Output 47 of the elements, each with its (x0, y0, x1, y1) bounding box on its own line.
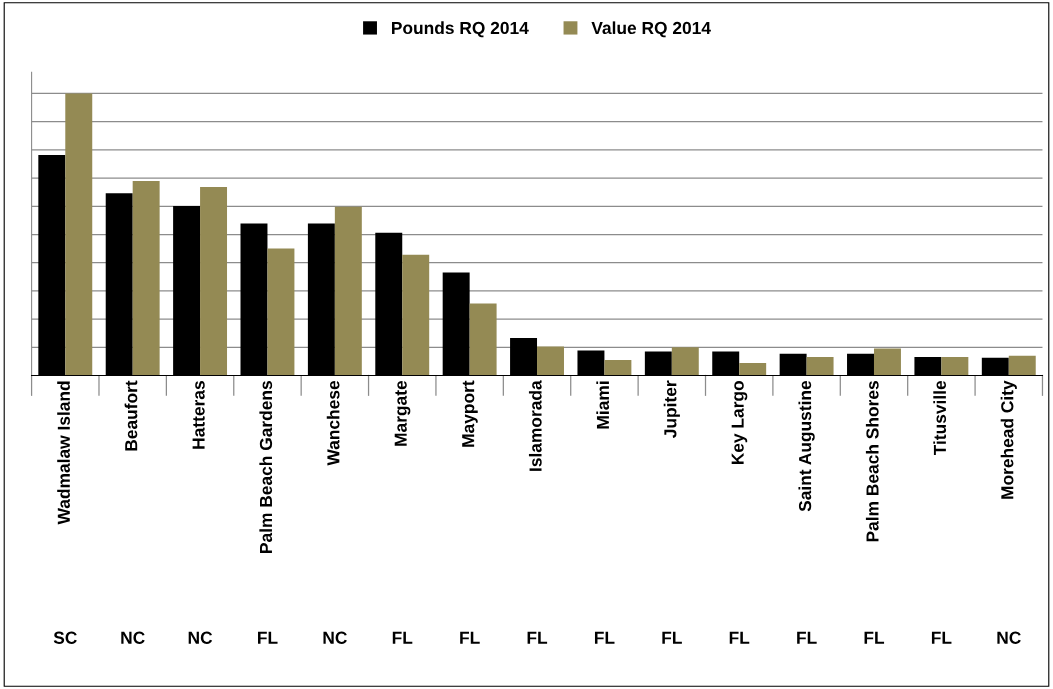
text: NC (188, 631, 213, 644)
text: SC (53, 631, 77, 644)
text: FL (864, 631, 885, 644)
bar (537, 346, 564, 376)
bar (739, 363, 767, 376)
x-tick-label: Titusville (933, 380, 947, 456)
x-tick-label: Hatteras (192, 381, 205, 449)
text: FL (258, 631, 278, 644)
text: NC (997, 631, 1021, 644)
bar (806, 356, 834, 376)
x-tick-label: Morehead City (1000, 380, 1017, 499)
text: FL (392, 631, 413, 644)
x-tick-label: Wanchese (326, 380, 340, 466)
x-tick-label: Palm Beach Gardens (259, 381, 273, 553)
text: FL (460, 631, 480, 644)
text: NC (121, 631, 145, 644)
x-tick-label: Mayport (462, 380, 478, 447)
text: FL (662, 631, 682, 644)
x-tick-label: Islamorada (528, 380, 542, 471)
text: FL (594, 631, 615, 644)
bar (334, 206, 362, 376)
bar (402, 254, 430, 376)
text: FL (931, 631, 952, 644)
text: FL (527, 631, 548, 644)
bar (132, 180, 160, 376)
legend-label: Value RQ 2014 (591, 21, 711, 38)
x-tick-label: Saint Augustine (798, 380, 815, 512)
bar (941, 356, 969, 376)
text: FL (729, 631, 750, 644)
x-tick-label: Jupiter (663, 380, 680, 438)
bar (267, 248, 295, 376)
bar (604, 359, 632, 376)
legend-label: Pounds RQ 2014 (392, 21, 529, 38)
bar (873, 348, 901, 376)
bar (65, 93, 93, 376)
x-tick-label: Wadmalaw Island (57, 381, 70, 525)
bar (200, 187, 228, 376)
bar (1008, 355, 1036, 376)
x-tick-label: Beaufort (124, 380, 138, 451)
x-tick-label: Key Largo (731, 381, 748, 465)
bar (469, 303, 497, 376)
x-tick-label: Palm Beach Shores (865, 381, 879, 542)
text: FL (797, 631, 817, 644)
x-tick-label: Miami (596, 381, 610, 429)
text: NC (323, 631, 347, 644)
x-tick-label: Margate (394, 380, 411, 446)
bar (671, 347, 699, 376)
